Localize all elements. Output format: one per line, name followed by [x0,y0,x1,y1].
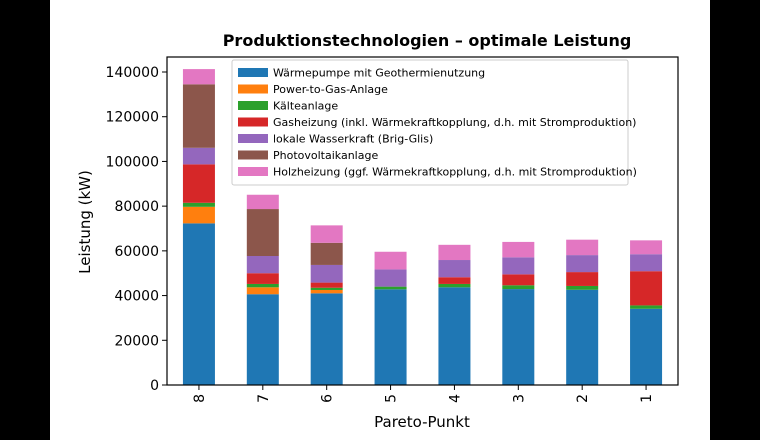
bar-segment [438,287,471,385]
bar-segment [438,277,471,284]
bar-segment [246,294,279,385]
y-tick-label: 0 [150,378,159,394]
bar-segment [310,282,343,288]
bars [182,69,663,385]
legend-swatch [238,167,268,176]
bar-segment [182,206,215,224]
bar-segment [182,223,215,385]
legend: Wärmepumpe mit Geothermienutzung Power-to… [231,59,637,186]
bar-segment [566,285,599,290]
bar-segment [566,239,599,256]
legend-label: Gasheizung (inkl. Wärmekraftkopplung, d.… [273,116,636,129]
bar-segment [566,289,599,385]
bar-segment [438,283,471,288]
chart-title: Produktionstechnologien – optimale Leist… [223,31,632,50]
legend-swatch [238,84,268,94]
bar-segment [374,251,407,270]
bar-segment [374,289,407,385]
bar-segment [374,286,407,290]
bar-segment [310,225,343,243]
bar-segment [438,244,471,261]
axes: 8 7 6 5 4 3 2 1 0 20000 40000 60000 80000 100000 12000… [106,56,679,403]
legend-swatch [238,101,268,110]
bar-segment [630,254,663,272]
bar-segment [630,271,663,306]
legend-label: Holzheizung (ggf. Wärmekraftkopplung, d.… [273,166,637,179]
y-tick-label: 40000 [114,289,159,305]
bar-segment [246,287,279,295]
x-tick-label: 5 [384,394,400,403]
y-tick-label: 100000 [106,154,159,170]
x-tick-label: 8 [192,394,208,403]
x-tick-label: 1 [639,394,655,403]
bar-segment [502,274,535,286]
bar-segment [630,240,663,255]
bar-segment [182,164,215,203]
legend-label: Kälteanlage [273,100,338,113]
legend-label: Photovoltaikanlage [273,149,378,162]
bar-segment [502,285,535,290]
bar-segment [310,289,343,294]
bar-segment [246,283,279,288]
y-tick-label: 20000 [114,333,159,349]
y-tick-label: 60000 [114,244,159,260]
bar-segment [502,289,535,385]
bar-segment [310,287,343,290]
bar-segment [438,260,471,278]
legend-swatch [238,68,268,77]
bar-segment [566,255,599,273]
bar-segment [182,147,215,165]
x-tick-label: 4 [447,394,463,403]
bar-segment [310,293,343,385]
bar-segment [502,257,535,275]
legend-label: Power-to-Gas-Anlage [273,83,388,96]
bar-segment [246,194,279,210]
bar-segment [374,269,407,287]
x-tick-label: 2 [575,394,591,403]
y-axis-label: Leistung (kW) [76,170,94,274]
bar-segment [630,308,663,385]
legend-label: lokale Wasserkraft (Brig-Glis) [273,133,433,146]
bar-segment [566,272,599,286]
x-tick-label: 7 [256,394,272,403]
bar-segment [246,209,279,256]
legend-swatch [238,117,268,127]
bar-segment [310,242,343,265]
legend-swatch [238,150,268,160]
legend-label: Wärmepumpe mit Geothermienutzung [273,67,485,80]
bar-segment [182,84,215,148]
legend-swatch [238,134,268,143]
x-axis-label: Pareto-Punkt [374,413,470,431]
bar-segment [246,273,279,284]
bar-segment [182,202,215,207]
legend-box [231,59,629,186]
y-tick-label: 80000 [114,199,159,215]
bar-segment [182,69,215,85]
bar-segment [310,264,343,283]
bar-segment [502,241,535,258]
y-tick-label: 120000 [106,110,159,126]
y-tick-label: 140000 [106,65,159,81]
x-tick-label: 3 [511,394,527,403]
bar-segment [630,305,663,309]
plot-frame [166,56,679,386]
x-tick-label: 6 [320,394,336,403]
bar-segment [246,255,279,274]
